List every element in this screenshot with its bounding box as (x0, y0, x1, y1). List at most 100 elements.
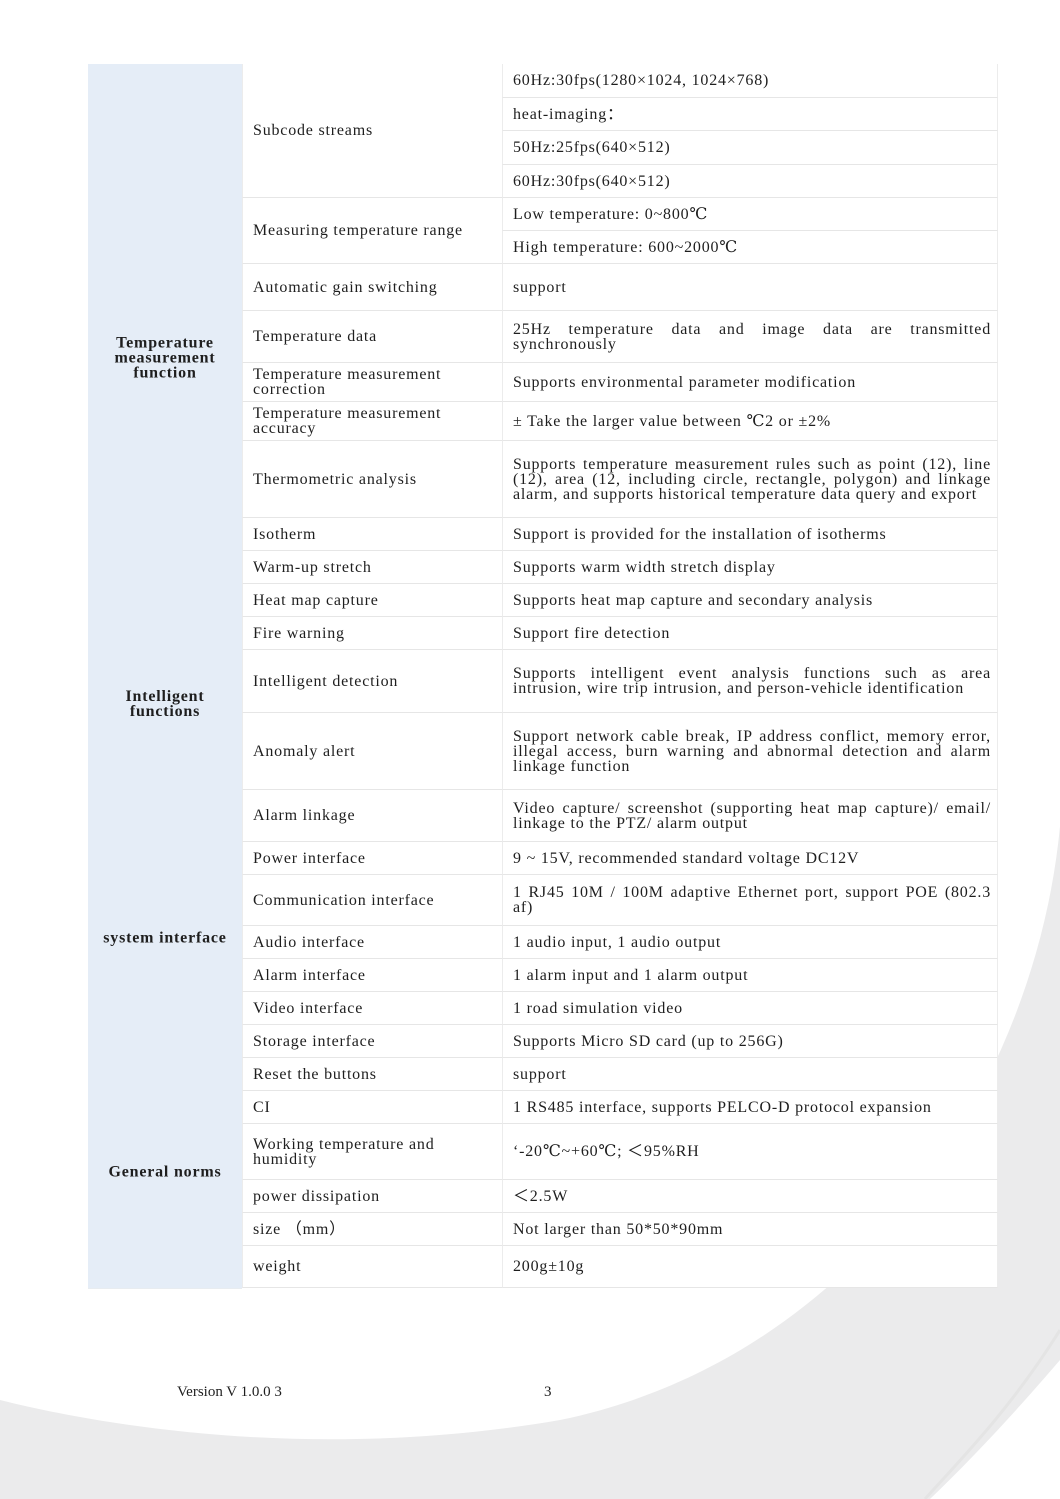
group-label: Intelligent functions (88, 688, 242, 720)
spec-value-cell-text: Support is provided for the installation… (513, 525, 887, 543)
spec-name-cell: Automatic gain switching (242, 264, 502, 311)
spec-name-cell: Storage interface (242, 1025, 502, 1058)
spec-name-cell-text: Temperature data (253, 328, 378, 345)
group-label: system interface (88, 930, 242, 946)
spec-value-cell: Support is provided for the installation… (502, 518, 998, 551)
spec-name-cell: Fire warning (242, 617, 502, 650)
spec-name-cell-text: Isotherm (253, 525, 317, 543)
spec-name-cell-text: Video interface (253, 999, 364, 1017)
group-label-text: General norms (108, 1163, 222, 1181)
spec-value-cell: High temperature: 600~2000℃ (502, 231, 998, 264)
spec-value-cell-text: 200g±10g (513, 1258, 585, 1275)
spec-value-cell: 200g±10g (502, 1246, 998, 1288)
spec-name-cell: Video interface (242, 992, 502, 1025)
spec-value-cell-text: Low temperature: 0~800℃ (513, 205, 709, 223)
spec-value-cell: Supports Micro SD card (up to 256G) (502, 1025, 998, 1058)
spec-value-cell-text: High temperature: 600~2000℃ (513, 238, 738, 256)
spec-value-cell-text: 9 ~ 15V, recommended standard voltage DC… (513, 849, 860, 867)
spec-value-cell-text: 25Hz temperature data and image data are… (513, 320, 991, 353)
spec-name-cell-text: CI (253, 1098, 271, 1116)
spec-name-cell-text: Automatic gain switching (253, 278, 438, 296)
spec-value-cell: Supports warm width stretch display (502, 551, 998, 584)
spec-value-cell-text: Supports intelligent event analysis func… (513, 665, 991, 697)
spec-value-cell-text: heat-imaging： (513, 105, 624, 123)
spec-value-cell: 50Hz:25fps(640×512) (502, 131, 998, 165)
spec-name-cell-text: Temperature measurement correction (253, 366, 442, 398)
spec-name-cell-text: Measuring temperature range (253, 222, 463, 239)
spec-name-cell: size （mm） (242, 1213, 502, 1246)
spec-value-cell-text: 1 RS485 interface, supports PELCO-D prot… (513, 1098, 932, 1116)
spec-name-cell-text: weight (253, 1258, 302, 1275)
spec-value-cell: Support fire detection (502, 617, 998, 650)
spec-name-cell-text: Temperature measurement accuracy (253, 405, 442, 437)
group-cell (88, 1124, 242, 1289)
spec-name-cell: Temperature data (242, 311, 502, 363)
spec-value-cell-text: ± Take the larger value between ℃2 or ±2… (513, 412, 832, 430)
spec-value-cell-text: 1 alarm input and 1 alarm output (513, 966, 749, 984)
spec-value-cell: ＜2.5W (502, 1180, 998, 1213)
spec-value-cell-text: Support fire detection (513, 624, 671, 642)
spec-name-cell: Working temperature and humidity (242, 1124, 502, 1180)
group-cell (88, 198, 242, 618)
spec-name-cell-text: Thermometric analysis (253, 470, 417, 488)
spec-name-cell: Isotherm (242, 518, 502, 551)
spec-name-cell-text: Power interface (253, 849, 366, 867)
spec-name-cell: Thermometric analysis (242, 441, 502, 518)
spec-name-cell: Heat map capture (242, 584, 502, 617)
spec-name-cell-text: Communication interface (253, 891, 435, 909)
spec-name-cell: Warm-up stretch (242, 551, 502, 584)
spec-name-cell-text: Warm-up stretch (253, 558, 372, 576)
spec-name-cell: Measuring temperature range (242, 198, 502, 264)
group-cell (88, 617, 242, 843)
spec-value-cell-text: ＜2.5W (513, 1187, 569, 1205)
spec-value-cell-text: support (513, 278, 567, 296)
spec-name-cell: Anomaly alert (242, 713, 502, 790)
spec-value-cell: 1 audio input, 1 audio output (502, 926, 998, 959)
group-cell (88, 842, 242, 1125)
spec-name-cell-text: Fire warning (253, 624, 345, 642)
spec-value-cell: 1 RS485 interface, supports PELCO-D prot… (502, 1091, 998, 1124)
spec-name-cell: CI (242, 1091, 502, 1124)
spec-value-cell: Supports heat map capture and secondary … (502, 584, 998, 617)
spec-value-cell: support (502, 264, 998, 311)
page-number: 3 (544, 1384, 552, 1400)
group-label-text: Intelligent functions (125, 688, 205, 720)
spec-value-cell: 1 alarm input and 1 alarm output (502, 959, 998, 992)
spec-name-cell-text: Working temperature and humidity (253, 1135, 435, 1168)
spec-name-cell: Communication interface (242, 875, 502, 926)
spec-name-cell-text: Alarm linkage (253, 807, 356, 824)
spec-value-cell: ± Take the larger value between ℃2 or ±2… (502, 402, 998, 441)
spec-value-cell: 1 RJ45 10M / 100M adaptive Ethernet port… (502, 875, 998, 926)
spec-value-cell: Not larger than 50*50*90mm (502, 1213, 998, 1246)
spec-value-cell: Supports intelligent event analysis func… (502, 650, 998, 713)
spec-name-cell-text: Reset the buttons (253, 1065, 377, 1083)
spec-value-cell: support (502, 1058, 998, 1091)
spec-value-cell-text: Support network cable break, IP address … (513, 727, 991, 775)
spec-name-cell-text: Anomaly alert (253, 742, 356, 760)
group-label-text: Temperature measurement function (114, 334, 216, 382)
spec-name-cell: Alarm interface (242, 959, 502, 992)
spec-name-cell-text: power dissipation (253, 1187, 380, 1205)
spec-value-cell-text: 1 audio input, 1 audio output (513, 933, 722, 951)
spec-value-cell: Video capture/ screenshot (supporting he… (502, 790, 998, 842)
spec-value-cell-text: Supports Micro SD card (up to 256G) (513, 1032, 784, 1050)
spec-name-cell: Intelligent detection (242, 650, 502, 713)
spec-value-cell: 60Hz:30fps(1280×1024, 1024×768) (502, 64, 998, 98)
spec-name-cell: Subcode streams (242, 64, 502, 198)
spec-value-cell-text: ‘-20℃~+60℃; ＜95%RH (513, 1143, 700, 1160)
spec-value-cell: Low temperature: 0~800℃ (502, 198, 998, 231)
spec-value-cell-text: Supports environmental parameter modific… (513, 373, 857, 391)
spec-value-cell-text: Video capture/ screenshot (supporting he… (513, 799, 991, 832)
spec-value-cell: ‘-20℃~+60℃; ＜95%RH (502, 1124, 998, 1180)
spec-value-cell: heat-imaging： (502, 98, 998, 131)
spec-value-cell-text: 60Hz:30fps(640×512) (513, 172, 671, 190)
spec-value-cell-text: 1 RJ45 10M / 100M adaptive Ethernet port… (513, 884, 991, 916)
spec-name-cell: Temperature measurement accuracy (242, 402, 502, 441)
spec-value-cell-text: 1 road simulation video (513, 999, 683, 1017)
spec-name-cell: Alarm linkage (242, 790, 502, 842)
spec-value-cell-text: 50Hz:25fps(640×512) (513, 139, 671, 156)
spec-value-cell: 9 ~ 15V, recommended standard voltage DC… (502, 842, 998, 875)
spec-name-cell: Audio interface (242, 926, 502, 959)
spec-value-cell: 60Hz:30fps(640×512) (502, 165, 998, 198)
